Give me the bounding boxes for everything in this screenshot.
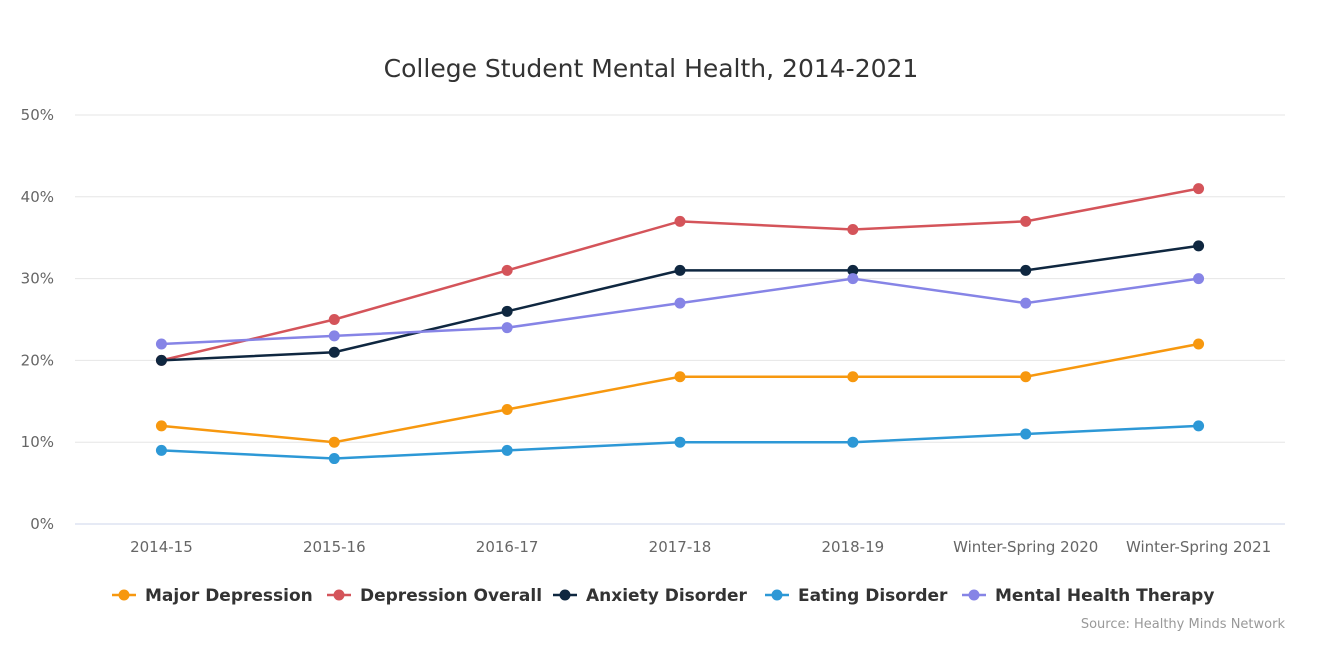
x-tick-label: 2015-16: [303, 538, 366, 556]
legend-marker-icon: [559, 589, 571, 601]
legend-marker-icon: [968, 589, 980, 601]
x-axis: 2014-15 2015-16 2016-17 2017-18 2018-19 Winte…: [130, 538, 1271, 556]
grid: [75, 114, 1285, 525]
x-tick-label: 2016-17: [476, 538, 539, 556]
data-point[interactable]: [328, 314, 340, 325]
legend-marker-icon: [771, 589, 783, 601]
data-point[interactable]: [1020, 428, 1032, 440]
y-tick-label: 10%: [21, 433, 54, 451]
data-point[interactable]: [1193, 338, 1205, 350]
legend-marker-icon: [333, 589, 345, 601]
data-point[interactable]: [155, 338, 167, 350]
data-point[interactable]: [674, 371, 686, 383]
legend-marker-icon: [118, 589, 130, 601]
data-point[interactable]: [847, 436, 859, 448]
data-point[interactable]: [501, 305, 513, 317]
data-point[interactable]: [155, 444, 167, 456]
y-tick-label: 50%: [21, 106, 54, 124]
data-point[interactable]: [1193, 273, 1205, 285]
x-tick-label: 2017-18: [649, 538, 712, 556]
data-point[interactable]: [847, 264, 859, 276]
legend-item[interactable]: Eating Disorder: [765, 586, 948, 606]
data-point[interactable]: [847, 371, 859, 383]
data-point[interactable]: [1193, 420, 1205, 432]
legend-item[interactable]: Mental Health Therapy: [962, 586, 1214, 606]
legend-label: Depression Overall: [360, 586, 542, 606]
data-point[interactable]: [674, 297, 686, 309]
data-point[interactable]: [1193, 183, 1205, 195]
series-mental-health-therapy[interactable]: [155, 273, 1205, 350]
data-point[interactable]: [674, 264, 686, 276]
data-point[interactable]: [1020, 371, 1032, 383]
y-tick-label: 0%: [30, 515, 54, 533]
data-point[interactable]: [328, 453, 340, 465]
data-point[interactable]: [328, 436, 340, 448]
series-depression-overall[interactable]: [155, 183, 1205, 366]
data-point[interactable]: [155, 420, 167, 432]
y-tick-label: 30%: [21, 270, 54, 288]
data-point[interactable]: [1020, 297, 1032, 309]
x-tick-label: Winter-Spring 2021: [1126, 538, 1271, 556]
chart-title: College Student Mental Health, 2014-2021: [384, 54, 919, 83]
legend-label: Major Depression: [145, 586, 313, 606]
data-point[interactable]: [328, 346, 340, 358]
y-tick-label: 20%: [21, 351, 54, 369]
data-point[interactable]: [501, 264, 513, 276]
data-point[interactable]: [674, 215, 686, 227]
data-point[interactable]: [501, 403, 513, 415]
data-point[interactable]: [847, 273, 859, 285]
y-tick-label: 40%: [21, 188, 54, 206]
legend-item[interactable]: Depression Overall: [327, 586, 542, 606]
data-point[interactable]: [501, 322, 513, 334]
data-point[interactable]: [674, 436, 686, 448]
series-line[interactable]: [161, 342, 1199, 444]
x-tick-label: 2018-19: [822, 538, 885, 556]
legend[interactable]: Major Depression Depression Overall Anxiet…: [112, 586, 1214, 606]
data-point[interactable]: [328, 330, 340, 342]
legend-label: Eating Disorder: [798, 586, 948, 606]
series-line[interactable]: [161, 277, 1199, 346]
series-eating-disorder[interactable]: [155, 420, 1205, 465]
data-point[interactable]: [155, 354, 167, 366]
series-major-depression[interactable]: [155, 338, 1205, 448]
series-group: [155, 183, 1205, 465]
x-tick-label: 2014-15: [130, 538, 193, 556]
y-axis: 0% 10% 20% 30% 40% 50%: [21, 106, 54, 533]
legend-label: Mental Health Therapy: [995, 586, 1214, 606]
data-point[interactable]: [847, 224, 859, 236]
source-credit[interactable]: Source: Healthy Minds Network: [1081, 617, 1286, 632]
legend-item[interactable]: Anxiety Disorder: [553, 586, 748, 606]
legend-item[interactable]: Major Depression: [112, 586, 313, 606]
data-point[interactable]: [1193, 240, 1205, 252]
data-point[interactable]: [501, 444, 513, 456]
series-anxiety-disorder[interactable]: [155, 240, 1205, 366]
x-tick-label: Winter-Spring 2020: [953, 538, 1098, 556]
data-point[interactable]: [1020, 215, 1032, 227]
data-point[interactable]: [1020, 264, 1032, 276]
legend-label: Anxiety Disorder: [586, 586, 748, 606]
